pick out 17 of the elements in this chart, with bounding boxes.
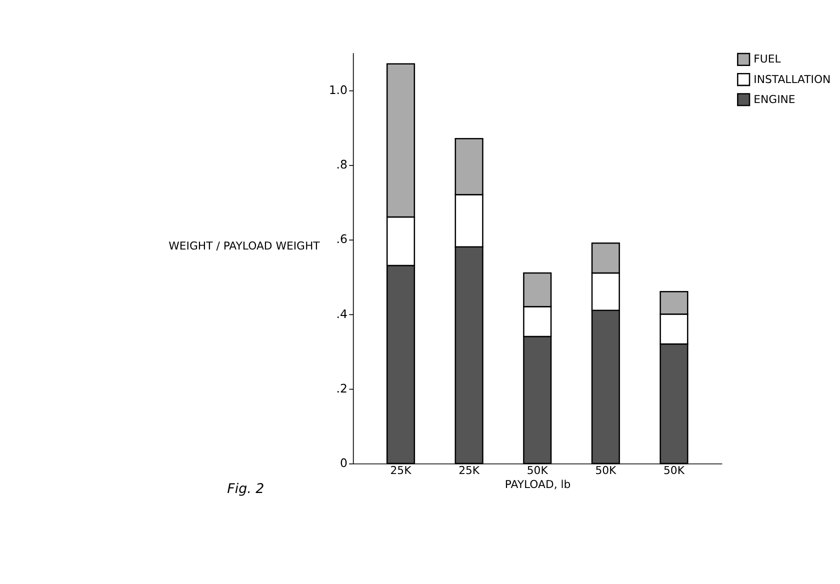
legend-label: INSTALLATION bbox=[754, 72, 831, 86]
y-axis-title: WEIGHT / PAYLOAD WEIGHT bbox=[168, 239, 320, 252]
y-tick-label: 0 bbox=[340, 456, 348, 470]
y-tick-label: 1.0 bbox=[328, 82, 348, 97]
y-tick-label: .2 bbox=[336, 382, 348, 396]
y-tick-label: .4 bbox=[336, 306, 348, 321]
legend-label: ENGINE bbox=[754, 92, 796, 106]
x-axis-title: PAYLOAD, lb bbox=[504, 478, 571, 492]
x-tick-label: 25K bbox=[390, 464, 412, 477]
y-tick-label: .6 bbox=[336, 232, 348, 246]
caption: Fig. 2 bbox=[227, 482, 264, 497]
x-tick-label: 50K bbox=[595, 464, 618, 477]
x-tick-label: 25K bbox=[458, 464, 480, 477]
x-tick-label: 50K bbox=[526, 464, 549, 477]
legend-label: FUEL bbox=[754, 52, 781, 66]
y-tick-label: .8 bbox=[336, 157, 348, 172]
x-tick-label: 50K bbox=[663, 464, 686, 477]
